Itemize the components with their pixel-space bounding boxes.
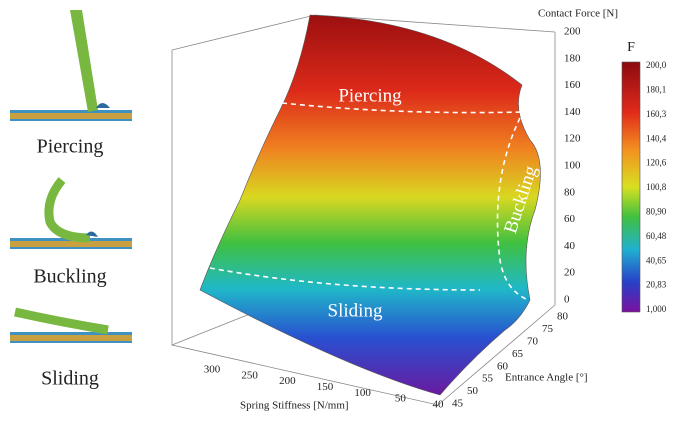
colorbar-tick-label: 160,3 [646,109,667,119]
z-tick-label: 200 [564,26,581,38]
x-tick-label: 300 [204,364,221,376]
illustration-label: Sliding [41,368,99,390]
y-tick-label: 45 [452,398,464,410]
y-tick-label: 50 [467,385,479,397]
y-tick-label: 75 [542,323,554,335]
illustration-buckling [10,180,132,249]
y-tick-label: 65 [512,348,524,360]
z-tick-label: 120 [564,133,581,145]
colorbar-tick-label: 180,1 [646,84,666,94]
y-axis-title: Entrance Angle [°] [505,372,588,384]
y-tick-label: 80 [557,311,569,323]
colorbar-tick-label: 80,90 [646,206,667,216]
region-label: Sliding [328,300,383,321]
colorbar-tick-label: 100,8 [646,182,667,192]
x-tick-label: 40 [433,399,445,411]
colorbar-tick-label: 40,65 [646,255,667,265]
illustration-label: Buckling [33,266,106,288]
z-axis-title: Contact Force [N] [538,8,618,20]
x-tick-label: 150 [317,381,334,393]
x-tick-label: 100 [354,387,371,399]
z-tick-label: 180 [564,52,581,64]
colorbar-title: F [627,40,635,55]
illustration-sliding [10,312,132,343]
y-tick-label: 60 [497,360,509,372]
z-tick-label: 80 [564,186,576,198]
z-tick-label: 140 [564,106,581,118]
x-tick-label: 200 [279,375,296,387]
z-tick-label: 20 [564,267,576,279]
figure: Piercing Buckling Sliding Piercing Buckl… [0,0,679,417]
z-tick-label: 160 [564,79,581,91]
x-tick-label: 50 [395,393,407,405]
y-tick-label: 70 [527,336,539,348]
illustration-piercing [10,10,132,121]
z-tick-label: 40 [564,240,576,252]
x-tick-label: 250 [241,369,258,381]
colorbar-tick-label: 60,48 [646,231,667,241]
z-tick-label: 60 [564,213,576,225]
colorbar-tick-label: 200,0 [646,60,667,70]
x-axis-title: Spring Stiffness [N/mm] [240,400,349,412]
region-label: Piercing [338,85,402,106]
colorbar [622,62,640,312]
colorbar-tick-label: 1,000 [646,304,667,314]
y-tick-label: 55 [482,373,494,385]
z-tick-label: 0 [564,294,570,306]
illustration-label: Piercing [37,136,104,158]
z-tick-label: 100 [564,160,581,172]
colorbar-tick-label: 140,4 [646,133,667,143]
surface [200,15,540,395]
colorbar-tick-label: 120,6 [646,158,667,168]
colorbar-tick-label: 20,83 [646,280,667,290]
